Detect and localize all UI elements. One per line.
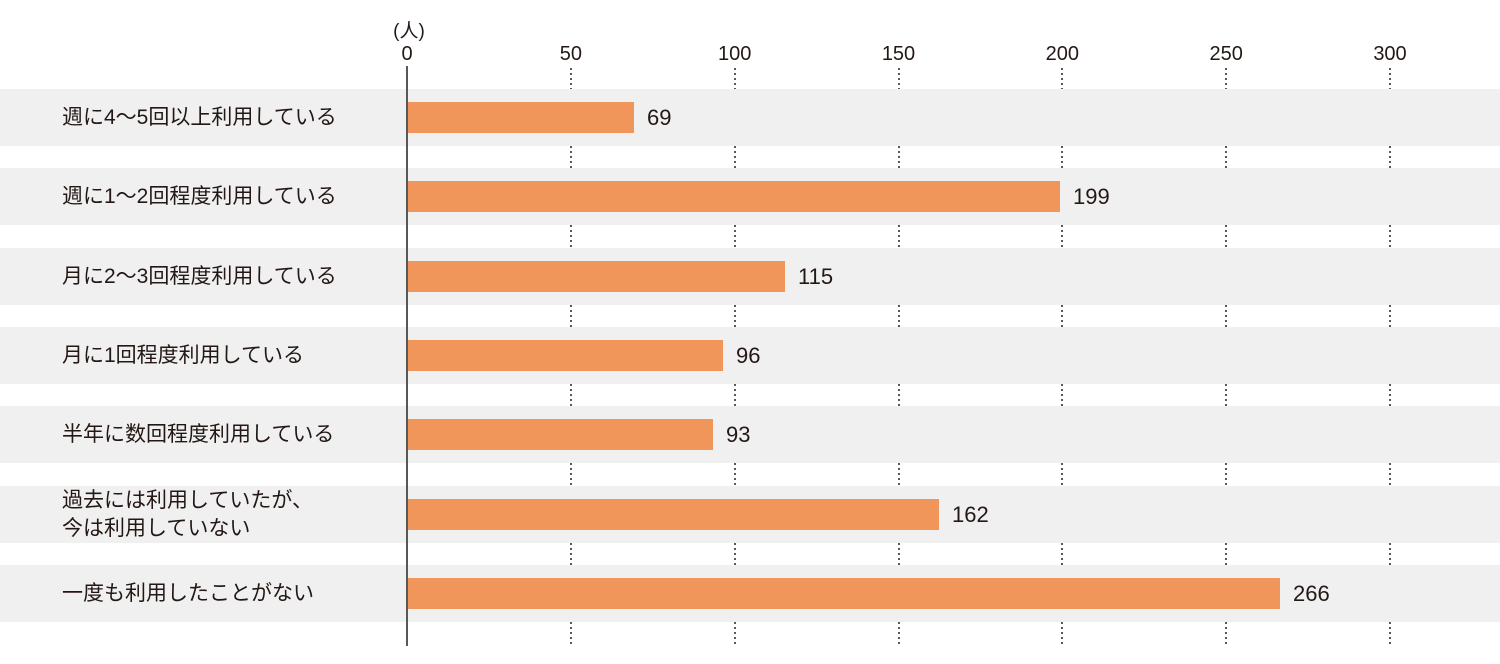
grid-dotted-segment (733, 622, 736, 646)
grid-dotted-segment (733, 543, 736, 565)
grid-dotted-segment (569, 463, 572, 486)
category-label: 過去には利用していたが、 今は利用していない (62, 489, 313, 540)
x-tick-label: 150 (881, 43, 916, 65)
value-label: 266 (1293, 580, 1330, 606)
grid-dotted-segment (1225, 622, 1228, 646)
grid-dotted-segment (733, 463, 736, 486)
category-label: 半年に数回程度利用している (62, 422, 335, 446)
grid-dotted-segment (1389, 305, 1391, 327)
x-tick-label: 200 (1045, 43, 1080, 65)
value-label: 199 (1073, 183, 1110, 209)
grid-dotted-segment (1389, 146, 1391, 168)
category-label: 週に1〜2回程度利用している (62, 184, 337, 208)
row-band (0, 89, 1500, 146)
grid-dotted-segment (569, 543, 572, 565)
grid-dotted-segment (1061, 463, 1064, 486)
grid-dotted-segment (897, 305, 900, 327)
grid-dotted-segment (897, 146, 900, 168)
grid-dotted-segment (569, 68, 572, 89)
grid-dotted-segment (569, 384, 572, 406)
grid-dotted-segment (733, 146, 736, 168)
grid-dotted-segment (897, 384, 900, 406)
grid-dotted-segment (897, 68, 900, 89)
x-tick-label: 50 (559, 43, 582, 65)
grid-dotted-segment (1225, 225, 1228, 248)
grid-dotted-segment (1061, 68, 1064, 89)
bar (408, 261, 785, 292)
axis-unit-label: (人) (393, 21, 425, 42)
grid-dotted-segment (733, 68, 736, 89)
grid-dotted-segment (897, 622, 900, 646)
grid-dotted-segment (1389, 384, 1391, 406)
grid-dotted-segment (1225, 543, 1228, 565)
value-label: 93 (726, 421, 751, 447)
grid-dotted-segment (733, 305, 736, 327)
grid-dotted-segment (569, 305, 572, 327)
grid-dotted-segment (897, 225, 900, 248)
bar (408, 419, 713, 450)
grid-dotted-segment (1061, 146, 1064, 168)
x-tick-label: 100 (717, 43, 752, 65)
value-label: 162 (952, 501, 989, 527)
bar (408, 499, 939, 530)
bar (408, 340, 723, 371)
grid-dotted-segment (1225, 146, 1228, 168)
row-band (0, 327, 1500, 384)
bar (408, 578, 1280, 609)
grid-dotted-segment (569, 225, 572, 248)
value-label: 115 (798, 263, 834, 289)
grid-dotted-segment (569, 146, 572, 168)
grid-dotted-segment (1389, 68, 1391, 89)
zero-axis-line (406, 66, 408, 646)
grid-dotted-segment (1061, 622, 1064, 646)
grid-dotted-segment (897, 463, 900, 486)
value-label: 96 (736, 342, 761, 368)
grid-dotted-segment (1061, 305, 1064, 327)
category-label: 週に4〜5回以上利用している (62, 105, 337, 129)
bar (408, 181, 1060, 212)
grid-dotted-segment (1225, 68, 1228, 89)
grid-dotted-segment (1225, 384, 1228, 406)
grid-dotted-segment (733, 384, 736, 406)
grid-dotted-segment (733, 225, 736, 248)
grid-dotted-segment (1389, 543, 1391, 565)
category-label: 月に1回程度利用している (62, 343, 305, 367)
category-label: 一度も利用したことがない (62, 581, 314, 605)
grid-dotted-segment (1225, 463, 1228, 486)
category-label: 月に2〜3回程度利用している (62, 264, 337, 288)
grid-dotted-segment (1061, 384, 1064, 406)
grid-dotted-segment (1225, 305, 1228, 327)
grid-dotted-segment (569, 622, 572, 646)
x-tick-label: 0 (401, 43, 413, 65)
grid-dotted-segment (897, 543, 900, 565)
bar (408, 102, 634, 133)
x-tick-label: 300 (1373, 43, 1407, 65)
x-tick-label: 250 (1209, 43, 1243, 65)
value-label: 69 (647, 104, 672, 130)
grid-dotted-segment (1061, 225, 1064, 248)
grid-dotted-segment (1389, 463, 1391, 486)
grid-dotted-segment (1061, 543, 1064, 565)
row-band (0, 406, 1500, 463)
grid-dotted-segment (1389, 225, 1391, 248)
grid-dotted-segment (1389, 622, 1391, 646)
